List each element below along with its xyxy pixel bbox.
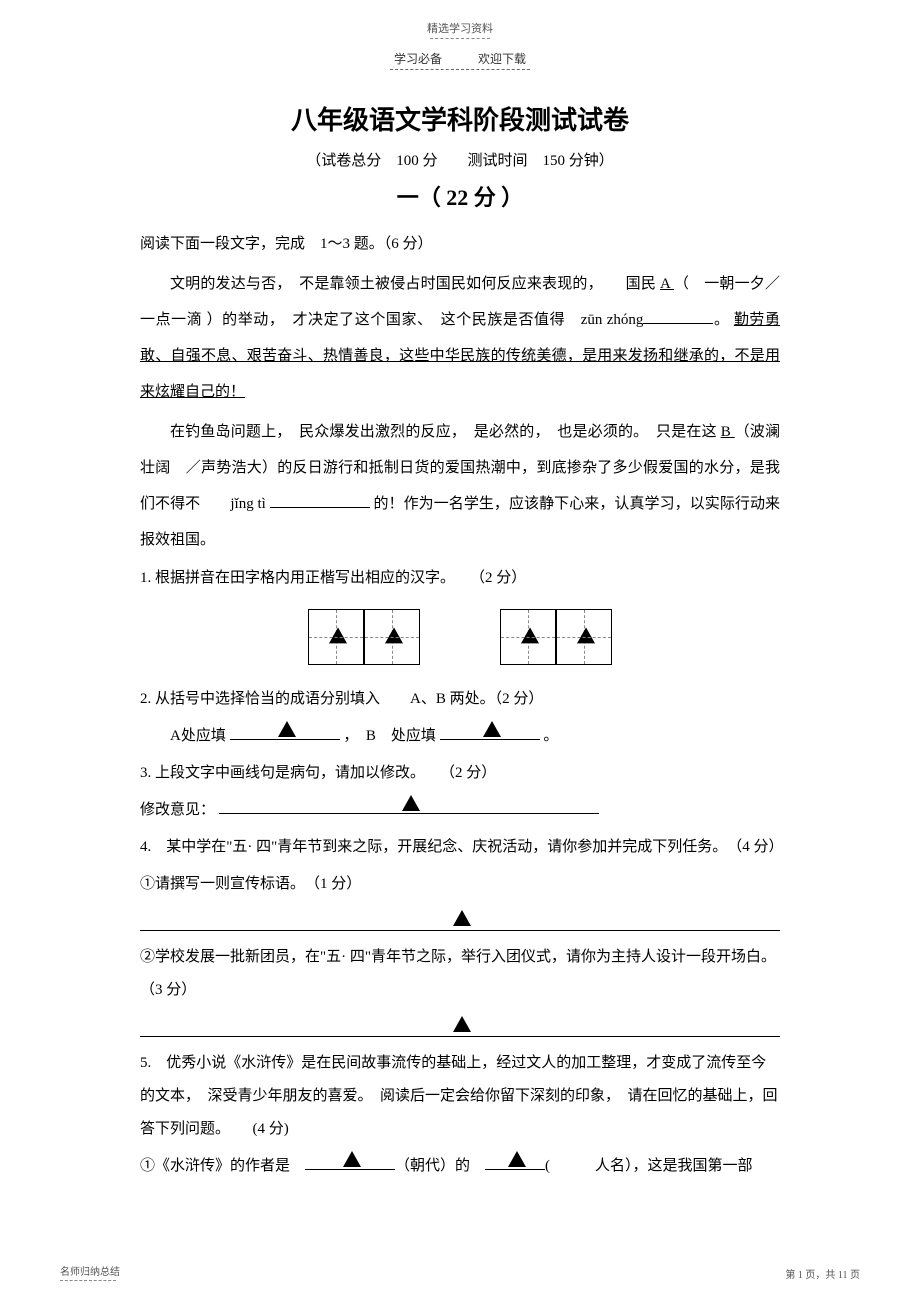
tianzige-cell[interactable] [556,609,612,665]
exam-subtitle: （试卷总分 100 分 测试时间 150 分钟） [140,149,780,170]
q5-1b: （朝代）的 [395,1158,485,1174]
answer-line-q4-2[interactable] [140,1013,780,1037]
document-content: 八年级语文学科阶段测试试卷 （试卷总分 100 分 测试时间 150 分钟） 一… [140,100,780,1183]
intro-line: 阅读下面一段文字，完成 1～3 题。（6 分） [140,226,780,262]
footer-left-text: 名师归纳总结 [60,1267,120,1278]
triangle-icon [343,1151,361,1167]
triangle-icon [402,795,420,811]
q2-label-a: A处应填 [170,728,226,744]
fill-blank-q3[interactable] [219,796,599,814]
question-4-2: ②学校发展一批新团员，在"五· 四"青年节之际，举行入团仪式，请你为主持人设计一… [140,941,780,1007]
question-1: 1. 根据拼音在田字格内用正楷写出相应的汉字。 （2 分） [140,562,780,595]
triangle-icon [521,627,539,643]
question-3-fill: 修改意见： [140,794,780,827]
triangle-icon [385,627,403,643]
q5-1a: ①《水浒传》的作者是 [140,1158,305,1174]
header-right: 欢迎下载 [478,52,526,66]
triangle-icon [329,627,347,643]
dashed-divider [430,38,490,39]
pinyin-blank-2[interactable] [270,490,370,508]
header-left: 学习必备 [394,52,442,66]
footer-right: 第 1 页，共 11 页 [785,1266,860,1281]
para2-a: 在钓鱼岛问题上， 民众爆发出激烈的反应， 是必然的， 也是必须的。 只是在这 [170,424,721,440]
q5-1d: ，这是我国第一部 [633,1158,753,1174]
tianzige-pair-2 [500,609,612,665]
blank-A-label: A [660,276,674,292]
q3-label: 修改意见： [140,802,215,818]
answer-line-q4-1[interactable] [140,907,780,931]
question-4: 4. 某中学在"五· 四"青年节到来之际，开展纪念、庆祝活动，请你参加并完成下列… [140,831,780,864]
q2-end: 。 [543,728,558,744]
triangle-icon [508,1151,526,1167]
tianzige-cell[interactable] [364,609,420,665]
triangle-icon [577,627,595,643]
watermark-top: 精选学习资料 [427,20,493,39]
fill-blank-dynasty[interactable] [305,1152,395,1170]
q2-comma: ， B 处应填 [343,728,436,744]
tianzige-row [140,609,780,665]
para1-c: 。 [713,312,729,328]
fill-blank-author[interactable] [485,1152,545,1170]
tianzige-pair-1 [308,609,420,665]
tianzige-cell[interactable] [308,609,364,665]
triangle-icon [453,910,471,926]
pinyin-blank-1[interactable] [643,306,713,324]
section-heading: 一（ 22 分 ） [140,180,780,212]
question-4-1: ①请撰写一则宣传标语。 （1 分） [140,868,780,901]
exam-title: 八年级语文学科阶段测试试卷 [140,100,780,137]
question-3: 3. 上段文字中画线句是病句，请加以修改。 （2 分） [140,757,780,790]
tianzige-cell[interactable] [500,609,556,665]
triangle-icon [278,721,296,737]
watermark-text: 精选学习资料 [427,23,493,35]
question-2-fill: A处应填 ， B 处应填 。 [140,720,780,753]
fill-blank-B[interactable] [440,722,540,740]
question-2: 2. 从括号中选择恰当的成语分别填入 A、B 两处。（2 分） [140,683,780,716]
question-5: 5. 优秀小说《水浒传》是在民间故事流传的基础上，经过文人的加工整理，才变成了流… [140,1047,780,1146]
paragraph-2: 在钓鱼岛问题上， 民众爆发出激烈的反应， 是必然的， 也是必须的。 只是在这 B… [140,414,780,558]
blank-B-label: B [721,424,735,440]
q5-1c: ( 人名） [545,1158,633,1174]
question-5-1: ①《水浒传》的作者是 （朝代）的 ( 人名），这是我国第一部 [140,1150,780,1183]
dashed-divider [390,69,530,70]
fill-blank-A[interactable] [230,722,340,740]
triangle-icon [453,1016,471,1032]
footer-left: 名师归纳总结 [60,1263,120,1281]
para1-a: 文明的发达与否， 不是靠领土被侵占时国民如何反应来表现的， 国民 [170,276,660,292]
dashed-divider [60,1280,116,1281]
paragraph-1: 文明的发达与否， 不是靠领土被侵占时国民如何反应来表现的， 国民 A （ 一朝一… [140,266,780,410]
triangle-icon [483,721,501,737]
header-small: 学习必备 欢迎下载 [390,50,530,70]
